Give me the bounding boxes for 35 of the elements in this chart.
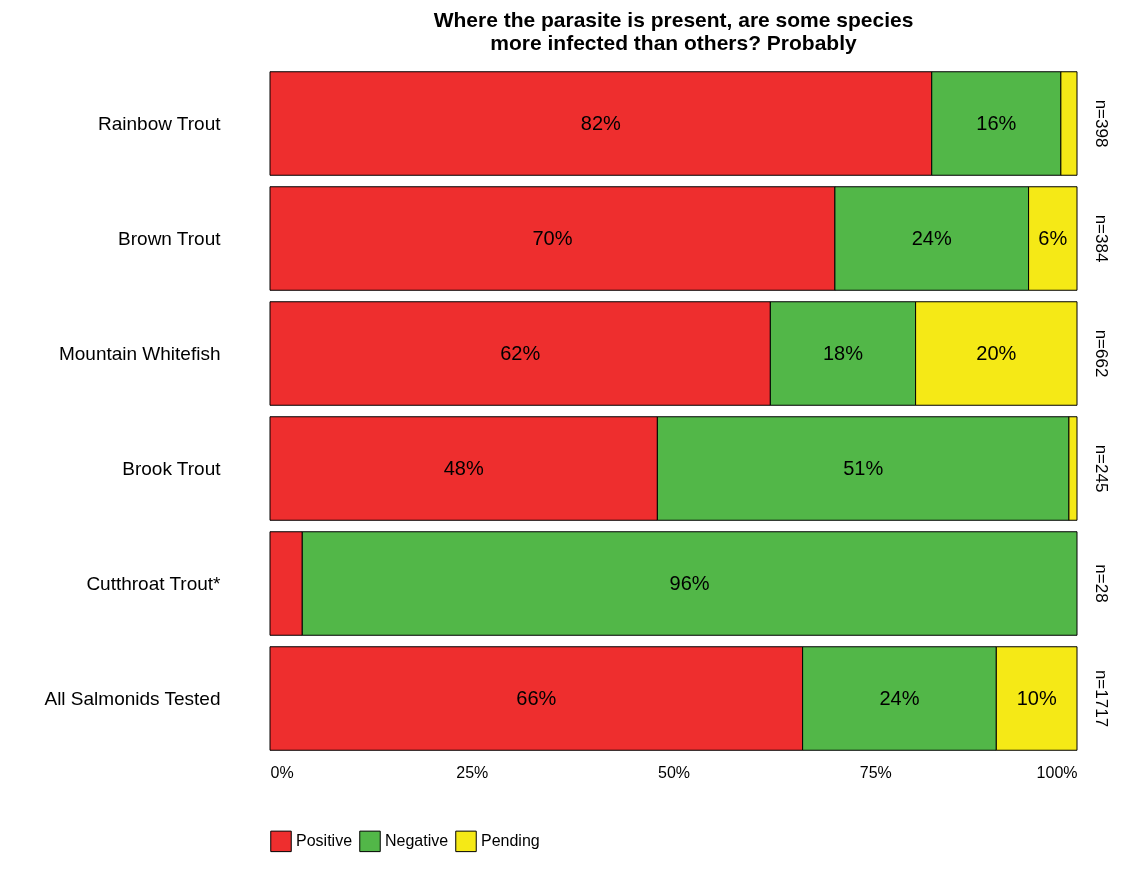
text: n=384	[1092, 214, 1111, 263]
x-tick-label: 100%	[1036, 763, 1078, 781]
y-tick-label: All Salmonids Tested	[44, 687, 221, 709]
y-tick-label: Rainbow Trout	[97, 112, 222, 134]
data-label: 16%	[976, 111, 1017, 134]
y-tick-label: Brook Trout	[122, 457, 222, 479]
data-label: 10%	[1016, 686, 1057, 709]
chart-title: Where the parasite is present, are some species more infected than others? Probably	[433, 8, 914, 54]
x-tick-label: 0%	[270, 763, 294, 781]
data-label: 6%	[1038, 226, 1068, 249]
data-label: 24%	[911, 226, 952, 249]
data-label: 18%	[822, 341, 864, 364]
data-label: 66%	[516, 686, 557, 709]
y-tick-label: Mountain Whitefish	[58, 342, 221, 364]
legend-label: Pending	[481, 832, 540, 850]
data-label: 24%	[879, 686, 920, 709]
text: n=398	[1092, 99, 1111, 148]
data-label: 51%	[843, 456, 884, 479]
text: n=28	[1092, 564, 1111, 603]
text: n=1717	[1092, 669, 1111, 728]
data-label: 70%	[532, 226, 573, 249]
data-label: 62%	[500, 341, 541, 364]
data-label: 48%	[443, 456, 484, 479]
legend-label: Positive	[296, 832, 353, 850]
data-label: 20%	[976, 341, 1017, 364]
x-tick-label: 75%	[859, 763, 892, 781]
text: n=245	[1092, 444, 1111, 493]
x-tick-label: 25%	[456, 763, 489, 781]
text: n=662	[1092, 329, 1111, 378]
x-tick-label: 50%	[657, 763, 691, 781]
data-label: 82%	[580, 111, 622, 134]
data-label: 96%	[669, 571, 710, 594]
legend-label: Negative	[385, 832, 449, 850]
y-tick-label: Cutthroat Trout*	[86, 572, 222, 594]
y-tick-label: Brown Trout	[118, 227, 222, 249]
